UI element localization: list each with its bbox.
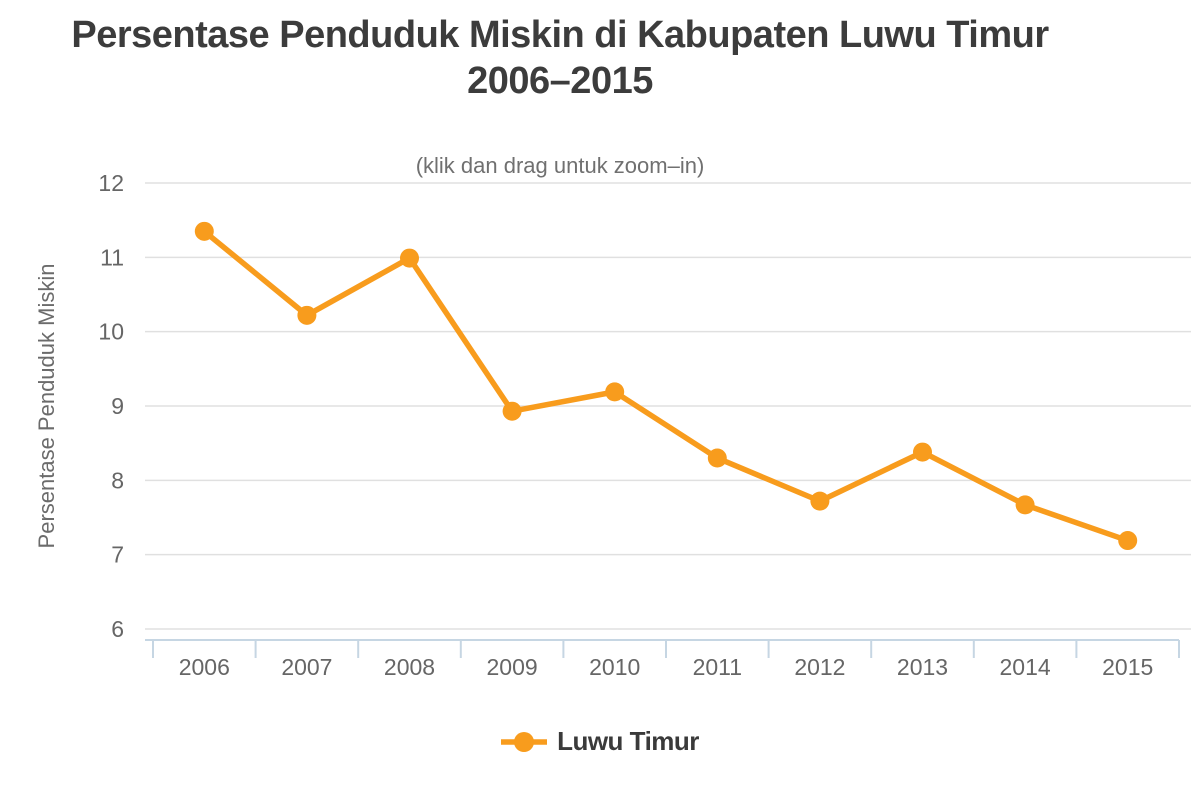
x-tick-label-2010: 2010 (589, 654, 640, 680)
data-point-2007[interactable] (297, 305, 317, 325)
x-tick-label-2008: 2008 (384, 654, 435, 680)
y-tick-label-11: 11 (100, 244, 124, 270)
data-point-2013[interactable] (913, 442, 932, 462)
zoom-hint-subtitle: (klik dan drag untuk zoom–in) (415, 153, 705, 178)
x-tick-label-2012: 2012 (794, 654, 845, 680)
x-tick-label-2011: 2011 (693, 654, 742, 680)
data-point-2014[interactable] (1015, 495, 1035, 515)
y-tick-label-8: 8 (111, 467, 124, 493)
data-point-2012[interactable] (810, 491, 830, 511)
data-point-2006[interactable] (194, 221, 214, 241)
data-point-2015[interactable] (1118, 531, 1138, 551)
y-tick-label-12: 12 (98, 170, 124, 196)
x-tick-label-2013: 2013 (897, 654, 948, 680)
data-point-2008[interactable] (400, 248, 419, 268)
legend[interactable]: Luwu Timur (0, 726, 1200, 757)
x-tick-label-2009: 2009 (487, 654, 538, 680)
x-tick-label-2007: 2007 (281, 654, 332, 680)
legend-marker-icon (501, 731, 548, 752)
chart-title-line2: 2006–2015 (467, 60, 653, 102)
legend-label: Luwu Timur (557, 726, 699, 756)
x-tick-label-2006: 2006 (179, 654, 230, 680)
y-tick-label-10: 10 (98, 319, 124, 345)
y-tick-label-6: 6 (111, 616, 124, 642)
data-point-2010[interactable] (605, 382, 625, 402)
y-tick-label-9: 9 (111, 393, 124, 419)
data-point-2011[interactable] (707, 448, 727, 468)
series-line-luwu-timur (201, 228, 1131, 544)
data-point-2009[interactable] (502, 401, 522, 421)
chart-title-line1: Persentase Penduduk Miskin di Kabupaten … (71, 14, 1049, 56)
chart-title: Persentase Penduduk Miskin di Kabupaten … (0, 12, 1120, 104)
x-tick-label-2014: 2014 (1000, 654, 1051, 680)
y-tick-label-7: 7 (111, 542, 124, 568)
x-tick-label-2015: 2015 (1102, 654, 1153, 680)
